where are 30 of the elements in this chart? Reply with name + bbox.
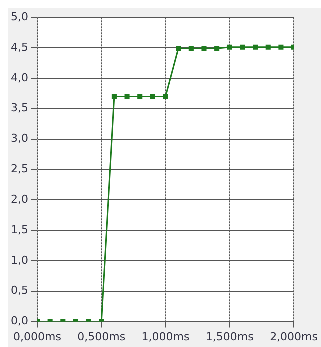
point [150,94,156,100]
x-tick-label: 2,000ms [270,330,318,344]
point [112,94,117,100]
y-tick-label: 0,0 [10,314,28,328]
point [278,44,284,50]
y-tick-label: 4,0 [10,71,28,84]
point [163,94,168,100]
point [227,44,232,50]
point [188,46,194,52]
point [202,46,207,52]
y-tick-label: 1,0 [10,254,28,267]
x-tick-label: 0,500ms [78,330,126,344]
x-tick-label: 1,000ms [142,330,190,344]
point [214,46,220,52]
point [266,44,271,50]
x-tick-label: 1,500ms [206,330,254,344]
y-tick-label: 5,0 [10,10,28,24]
point [124,94,130,100]
x-tick-label: 0,000ms [14,330,62,344]
y-tick-label: 4,5 [10,40,28,54]
y-tick-label: 2,5 [10,162,28,176]
y-tick-label: 0,5 [10,284,28,298]
point [253,44,258,50]
y-tick-label: 3,0 [10,132,28,146]
y-tick-label: 2,0 [10,192,28,206]
point [240,44,246,50]
point [176,46,182,52]
point [138,94,143,100]
y-tick-label: 1,5 [10,223,28,236]
y-tick-label: 3,5 [10,102,28,115]
